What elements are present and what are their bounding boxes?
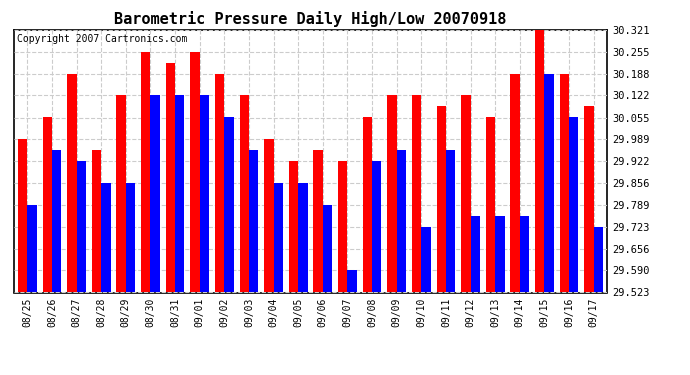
Bar [446, 150, 455, 292]
Bar [387, 96, 397, 292]
Bar [486, 117, 495, 292]
Bar [461, 96, 471, 292]
Bar [126, 183, 135, 292]
Bar [166, 63, 175, 292]
Bar [239, 96, 249, 292]
Bar [560, 74, 569, 292]
Bar [77, 161, 86, 292]
Bar [363, 117, 372, 292]
Bar [215, 74, 224, 292]
Bar [150, 96, 160, 292]
Bar [92, 150, 101, 292]
Bar [141, 52, 150, 292]
Bar [437, 106, 446, 292]
Bar [264, 139, 273, 292]
Text: Copyright 2007 Cartronics.com: Copyright 2007 Cartronics.com [17, 34, 187, 44]
Bar [67, 74, 77, 292]
Bar [495, 216, 504, 292]
Bar [520, 216, 529, 292]
Bar [18, 139, 28, 292]
Bar [224, 117, 234, 292]
Bar [313, 150, 323, 292]
Bar [117, 96, 126, 292]
Bar [348, 270, 357, 292]
Bar [43, 117, 52, 292]
Bar [323, 205, 332, 292]
Bar [584, 106, 593, 292]
Bar [101, 183, 110, 292]
Bar [471, 216, 480, 292]
Bar [249, 150, 258, 292]
Bar [273, 183, 283, 292]
Bar [190, 52, 199, 292]
Bar [338, 161, 348, 292]
Bar [372, 161, 382, 292]
Bar [199, 96, 209, 292]
Bar [397, 150, 406, 292]
Bar [593, 227, 603, 292]
Bar [422, 227, 431, 292]
Bar [289, 161, 298, 292]
Bar [412, 96, 422, 292]
Bar [28, 205, 37, 292]
Bar [535, 30, 544, 292]
Bar [175, 96, 184, 292]
Bar [544, 74, 554, 292]
Bar [569, 117, 578, 292]
Bar [511, 74, 520, 292]
Bar [52, 150, 61, 292]
Title: Barometric Pressure Daily High/Low 20070918: Barometric Pressure Daily High/Low 20070… [115, 12, 506, 27]
Bar [298, 183, 308, 292]
